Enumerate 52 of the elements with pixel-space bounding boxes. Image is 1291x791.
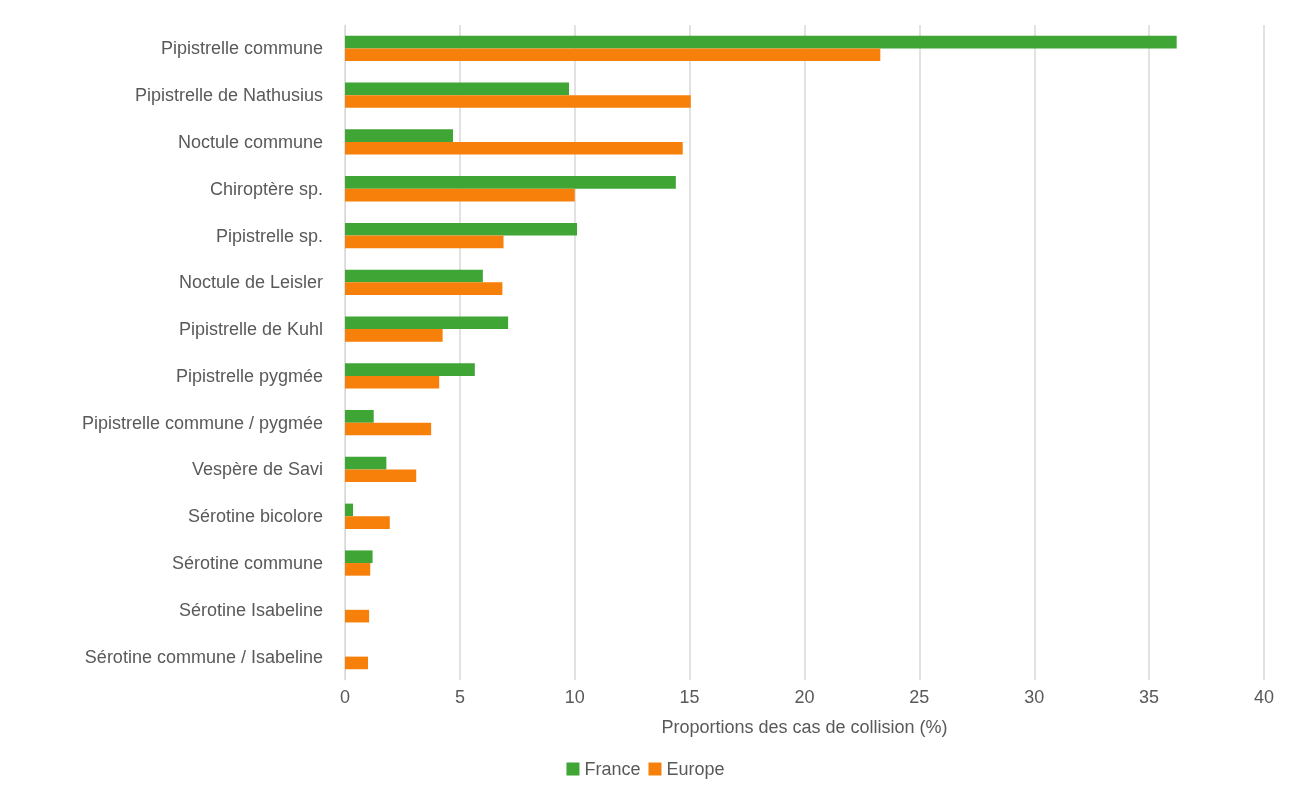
y-tick-label: Pipistrelle commune / pygmée bbox=[81, 412, 323, 433]
y-tick-label: Vespère de Savi bbox=[191, 459, 323, 480]
y-tick-label: Sérotine bicolore bbox=[187, 506, 323, 527]
legend-label: France bbox=[584, 759, 641, 779]
y-tick-label: Pipistrelle sp. bbox=[215, 225, 323, 246]
bar bbox=[345, 456, 387, 470]
x-tick-label: 35 bbox=[1139, 687, 1160, 707]
bar bbox=[345, 503, 354, 517]
y-tick-label: Chiroptère sp. bbox=[209, 178, 323, 199]
bar bbox=[345, 48, 881, 62]
y-tick-label: Pipistrelle de Kuhl bbox=[178, 319, 323, 340]
x-tick-label: 0 bbox=[339, 687, 351, 707]
bar bbox=[345, 176, 676, 189]
y-tick-label: Sérotine commune bbox=[171, 553, 323, 574]
legend-label: Europe bbox=[666, 759, 725, 779]
bar bbox=[345, 363, 475, 376]
bar bbox=[345, 656, 368, 670]
bar bbox=[345, 422, 432, 436]
y-tick-label: Noctule de Leisler bbox=[178, 272, 323, 293]
y-tick-label: Sérotine commune / Isabeline bbox=[84, 646, 323, 667]
x-axis-title: Proportions des cas de collision (%) bbox=[661, 717, 948, 737]
bar bbox=[345, 129, 453, 142]
x-tick-label: 20 bbox=[794, 687, 815, 707]
x-tick-label: 25 bbox=[909, 687, 930, 707]
x-tick-label: 15 bbox=[679, 687, 700, 707]
bar bbox=[345, 222, 578, 236]
bar bbox=[345, 609, 370, 623]
bar bbox=[345, 282, 503, 295]
bar bbox=[345, 550, 373, 564]
bar bbox=[345, 269, 483, 283]
x-tick-label: 40 bbox=[1253, 687, 1275, 707]
y-tick-label: Pipistrelle pygmée bbox=[175, 365, 323, 386]
bar bbox=[345, 235, 504, 249]
bar bbox=[345, 188, 575, 202]
y-tick-label: Pipistrelle commune bbox=[160, 38, 323, 59]
bar bbox=[345, 469, 417, 483]
bar bbox=[345, 410, 374, 423]
bar bbox=[345, 316, 509, 330]
bar bbox=[345, 375, 440, 389]
bar bbox=[345, 82, 570, 96]
bar bbox=[345, 141, 683, 155]
x-tick-label: 10 bbox=[564, 687, 585, 707]
y-tick-label: Pipistrelle de Nathusius bbox=[134, 85, 323, 106]
y-tick-label: Sérotine Isabeline bbox=[178, 599, 323, 620]
bar bbox=[345, 95, 691, 108]
bar bbox=[345, 563, 371, 576]
bar bbox=[345, 35, 1177, 49]
bar bbox=[345, 516, 390, 529]
x-tick-label: 30 bbox=[1024, 687, 1045, 707]
bar bbox=[345, 329, 443, 342]
y-tick-label: Noctule commune bbox=[177, 131, 323, 152]
x-tick-label: 5 bbox=[454, 687, 465, 707]
